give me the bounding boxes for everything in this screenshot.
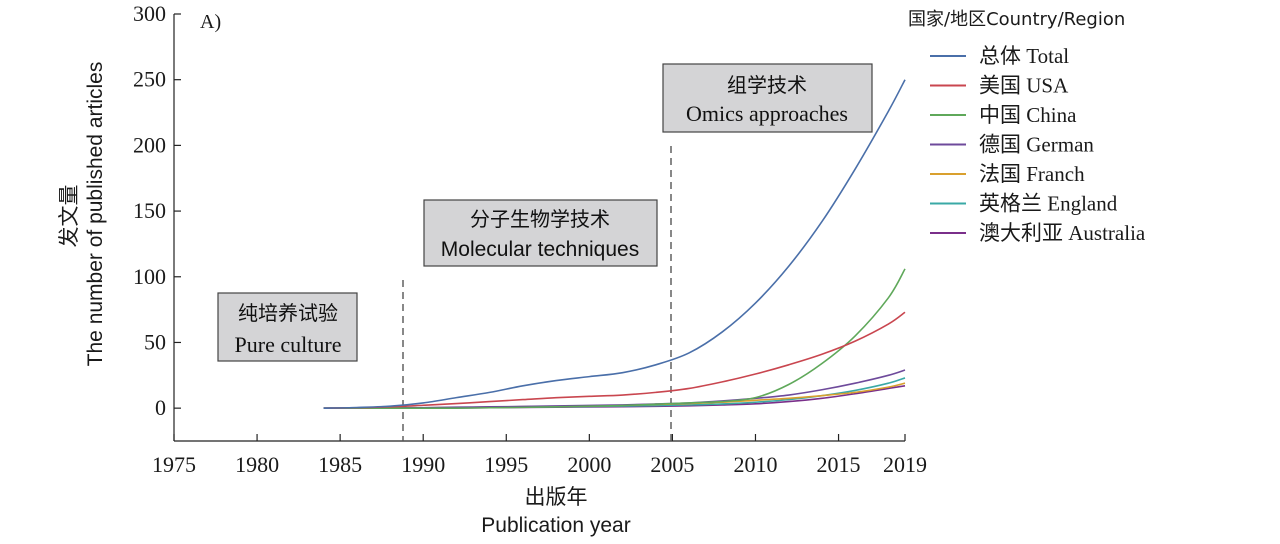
legend-label: 澳大利亚 Australia xyxy=(979,221,1146,245)
legend-label: 德国 German xyxy=(979,133,1094,157)
y-axis-title-cn: 发文量 xyxy=(57,185,81,248)
legend-title: 国家/地区Country/Region xyxy=(908,9,1125,30)
x-tick-label: 2019 xyxy=(883,452,927,477)
legend-label: 法国 Franch xyxy=(979,162,1085,186)
y-tick-label: 250 xyxy=(133,67,166,92)
svg-text:组学技术: 组学技术 xyxy=(727,73,807,97)
x-tick-label: 2010 xyxy=(733,452,777,477)
series-line xyxy=(323,268,906,409)
y-axis-ticks: 0 50 100 150 200 250 300 xyxy=(133,1,181,420)
y-tick-label: 0 xyxy=(155,395,166,420)
series-line xyxy=(323,79,906,409)
y-tick-label: 200 xyxy=(133,132,166,157)
series-line xyxy=(323,369,906,409)
annotation-molecular-techniques: 分子生物学技术 Molecular techniques xyxy=(423,199,658,267)
svg-text:Omics approaches: Omics approaches xyxy=(686,101,848,126)
legend-label: 总体 Total xyxy=(979,44,1069,68)
y-tick-label: 150 xyxy=(133,198,166,223)
x-axis-ticks: 1975 1980 1985 1990 1995 2000 2005 2010 2015 2019 xyxy=(152,434,927,477)
svg-text:分子生物学技术: 分子生物学技术 xyxy=(470,207,610,231)
series-line xyxy=(323,311,906,409)
x-tick-label: 2005 xyxy=(650,452,694,477)
x-tick-label: 1985 xyxy=(318,452,362,477)
x-tick-label: 1990 xyxy=(401,452,445,477)
legend-label: 美国 USA xyxy=(979,74,1069,98)
y-axis-title-en: The number of published articles xyxy=(84,62,107,367)
x-axis-title-en: Publication year xyxy=(481,514,630,537)
annotation-omics-approaches: 组学技术 Omics approaches xyxy=(662,63,873,133)
legend-label: 英格兰 England xyxy=(979,192,1118,216)
svg-text:纯培养试验: 纯培养试验 xyxy=(238,301,338,325)
x-axis-title-cn: 出版年 xyxy=(525,485,588,509)
y-tick-label: 50 xyxy=(144,329,166,354)
x-tick-label: 2015 xyxy=(817,452,861,477)
x-tick-label: 1995 xyxy=(484,452,528,477)
x-tick-label: 2000 xyxy=(567,452,611,477)
x-tick-label: 1980 xyxy=(235,452,279,477)
legend: 国家/地区Country/Region 总体 Total 美国 USA 中国 Chi… xyxy=(908,9,1146,245)
panel-label: A) xyxy=(200,11,221,33)
svg-text:Molecular techniques: Molecular techniques xyxy=(441,238,639,261)
series-lines xyxy=(323,79,906,409)
x-tick-label: 1975 xyxy=(152,452,196,477)
legend-label: 中国 China xyxy=(979,103,1077,127)
y-tick-label: 300 xyxy=(133,1,166,26)
svg-text:Pure culture: Pure culture xyxy=(235,332,342,357)
y-tick-label: 100 xyxy=(133,264,166,289)
annotation-pure-culture: 纯培养试验 Pure culture xyxy=(217,292,358,362)
